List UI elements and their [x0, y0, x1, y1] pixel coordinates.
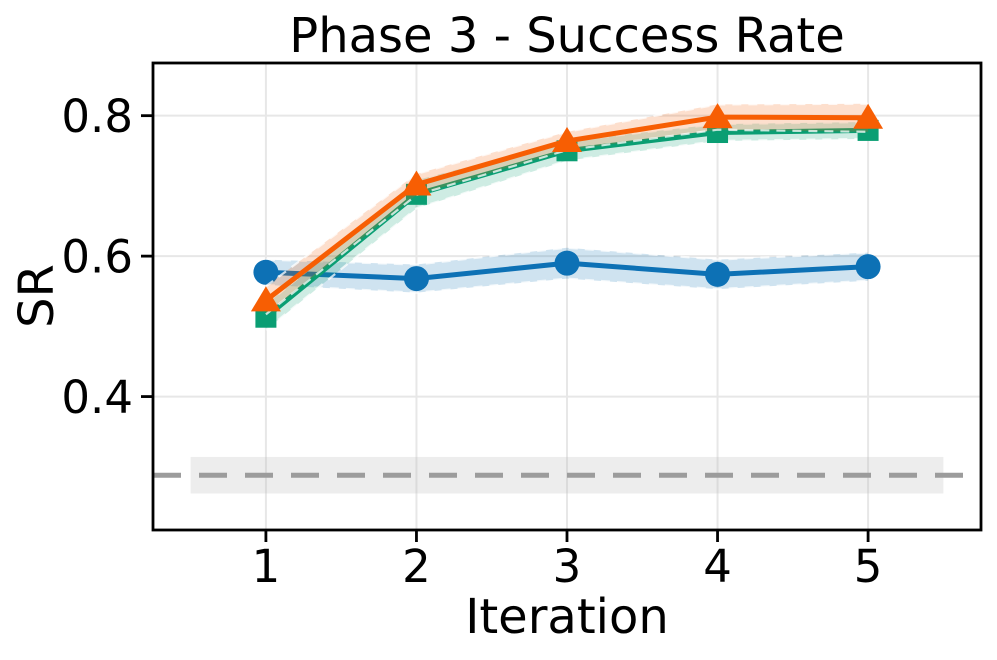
band-edge	[265, 246, 869, 266]
tick-labels: 1 2 3 4 5 0.4 0.6 0.8	[61, 90, 882, 593]
y-tick-label: 0.6	[61, 231, 133, 284]
circle-marker	[554, 250, 580, 276]
circle-marker	[253, 259, 279, 285]
series-layer	[250, 102, 884, 331]
x-tick-label: 4	[703, 540, 732, 593]
triangle-marker	[702, 103, 733, 129]
x-tick-label: 5	[854, 540, 883, 593]
x-tick-label: 1	[252, 540, 281, 593]
square-marker	[255, 306, 277, 328]
series-blue-circle	[253, 246, 881, 294]
circle-marker	[855, 254, 881, 280]
triangle-marker	[853, 103, 884, 129]
band-edge	[265, 128, 869, 316]
circle-marker	[705, 261, 731, 287]
y-tick-label: 0.4	[61, 371, 133, 424]
band-edge	[265, 137, 869, 331]
x-tick-label: 3	[553, 540, 582, 593]
confidence-band	[265, 121, 869, 330]
series-orange-triangle	[250, 102, 884, 316]
band-edge	[265, 277, 869, 294]
triangle-marker	[401, 170, 432, 196]
x-axis-label: Iteration	[465, 589, 669, 645]
triangle-marker	[250, 286, 281, 312]
y-tick-label: 0.8	[61, 90, 133, 143]
y-axis-label: SR	[9, 264, 65, 328]
circle-marker	[403, 266, 429, 292]
axes-layer	[141, 61, 983, 542]
x-tick-label: 2	[402, 540, 431, 593]
baseline-layer	[153, 456, 981, 494]
triangle-marker	[552, 126, 582, 152]
chart-title: Phase 3 - Success Rate	[289, 8, 845, 64]
